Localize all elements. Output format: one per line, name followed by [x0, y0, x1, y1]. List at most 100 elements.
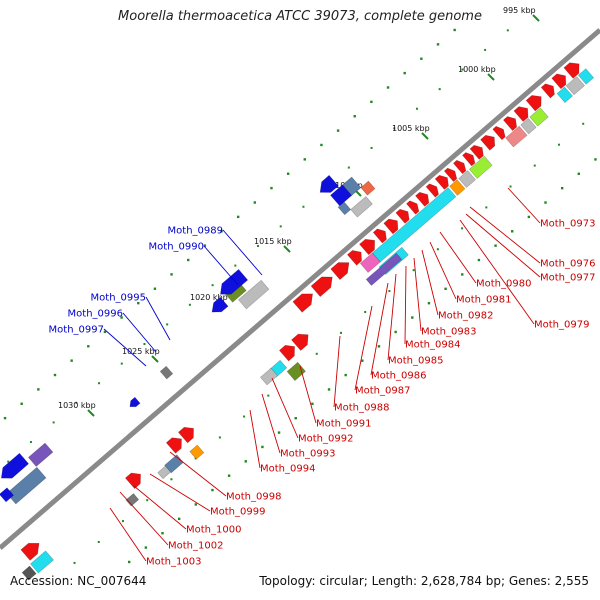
reverse-gene-arrow	[372, 228, 387, 244]
scale-tick	[487, 73, 495, 81]
reverse-gene-block	[21, 565, 37, 581]
forward-gene-block	[360, 180, 376, 196]
reverse-gene-block	[458, 170, 477, 188]
reverse-gene-label: Moth_0981	[456, 295, 511, 306]
reverse-gene-label: Moth_0987	[355, 386, 410, 397]
guide-dot	[370, 100, 373, 104]
reverse-gene-arrow	[346, 250, 362, 266]
guide-dot	[127, 560, 131, 564]
guide-dot	[436, 248, 439, 251]
label-leader	[122, 312, 157, 353]
reverse-gene-arrow	[330, 262, 350, 281]
reverse-gene-arrow	[292, 293, 313, 313]
reverse-gene-arrow	[525, 95, 542, 112]
label-leader	[149, 473, 211, 512]
label-leader	[370, 282, 389, 376]
guide-dot	[87, 345, 90, 348]
guide-dot	[506, 29, 509, 32]
forward-gene-arrow	[129, 396, 141, 408]
label-leader	[103, 328, 147, 367]
scale-tick-label: 1005 kbp	[392, 124, 430, 133]
reverse-gene-label: Moth_0993	[280, 449, 335, 460]
guide-dot	[544, 201, 547, 204]
guide-dot	[527, 215, 531, 219]
reverse-gene-label: Moth_0988	[334, 403, 389, 414]
scale-tick-label: 1000 kbp	[458, 65, 496, 74]
guide-dot	[370, 146, 373, 149]
gene-features	[0, 62, 595, 581]
guide-dot	[177, 517, 181, 521]
guide-dot	[267, 394, 270, 397]
forward-gene-block	[0, 487, 15, 503]
reverse-gene-arrow	[513, 106, 529, 122]
guide-dot	[361, 359, 364, 362]
guide-dot	[277, 431, 281, 434]
guide-dot	[146, 499, 149, 502]
map-title: Moorella thermoacetica ATCC 39073, compl…	[118, 9, 482, 24]
forward-gene-block	[159, 365, 174, 380]
accession-text: Accession: NC_007644	[10, 574, 147, 588]
forward-gene-arrow	[220, 268, 249, 295]
guide-dot	[582, 122, 585, 125]
gene-labels: Moth_0989 Moth_0990 Moth_0995 Moth_0996 Moth…	[49, 219, 596, 568]
guide-dot	[166, 323, 169, 326]
forward-gene-label: Moth_0995	[91, 293, 146, 304]
reverse-gene-label: Moth_0999	[210, 507, 265, 518]
guide-dot	[494, 244, 497, 247]
reverse-gene-arrow	[469, 144, 484, 160]
reverse-gene-label: Moth_0976	[540, 259, 595, 270]
guide-dot	[420, 57, 423, 60]
reverse-gene-label: Moth_0994	[260, 464, 315, 475]
guide-dot	[411, 316, 414, 319]
reverse-gene-block	[577, 68, 595, 85]
reverse-gene-arrow	[540, 83, 555, 99]
guide-dot	[234, 264, 237, 267]
label-leader	[465, 213, 541, 278]
label-leader	[507, 187, 541, 224]
guide-dot	[336, 129, 340, 132]
reverse-gene-block	[449, 179, 466, 196]
guide-dot	[427, 301, 431, 305]
scale-tick	[532, 14, 540, 22]
reverse-gene-arrow	[425, 183, 439, 198]
label-leader	[119, 491, 169, 546]
reverse-gene-label: Moth_0979	[534, 320, 589, 331]
guide-dot	[29, 441, 32, 444]
guide-dot	[170, 273, 173, 276]
reverse-gene-arrow	[452, 159, 467, 175]
forward-gene-label: Moth_0996	[68, 309, 123, 320]
reverse-gene-block	[286, 361, 306, 382]
label-leader	[333, 335, 341, 408]
label-leader	[261, 393, 281, 454]
reverse-gene-block	[468, 155, 493, 179]
guide-dot	[98, 382, 101, 385]
reverse-gene-label: Moth_1002	[168, 541, 223, 552]
reverse-gene-block	[359, 252, 381, 273]
guide-dot	[3, 416, 7, 420]
guide-dot	[412, 269, 415, 272]
guide-dots	[3, 28, 597, 564]
guide-dot	[415, 107, 418, 110]
label-leader	[133, 485, 187, 530]
scale-tick-label: 1015 kbp	[254, 237, 292, 246]
reverse-gene-arrow	[492, 125, 506, 141]
reverse-gene-block	[259, 367, 279, 386]
guide-dot	[170, 478, 173, 481]
guide-dot	[203, 244, 207, 247]
guide-dot	[377, 345, 381, 348]
guide-dot	[37, 388, 40, 391]
guide-dot	[347, 166, 350, 169]
guide-dot	[436, 43, 440, 46]
guide-dot	[20, 402, 23, 405]
label-leader	[203, 245, 239, 286]
guide-dot	[187, 258, 190, 262]
reverse-gene-block	[125, 493, 140, 507]
reverse-gene-block	[520, 117, 537, 135]
guide-dot	[477, 258, 481, 262]
reverse-gene-arrow	[563, 62, 580, 79]
label-leader	[169, 451, 227, 497]
guide-dot	[220, 230, 223, 233]
guide-dot	[257, 244, 260, 247]
guide-dot	[461, 273, 464, 276]
